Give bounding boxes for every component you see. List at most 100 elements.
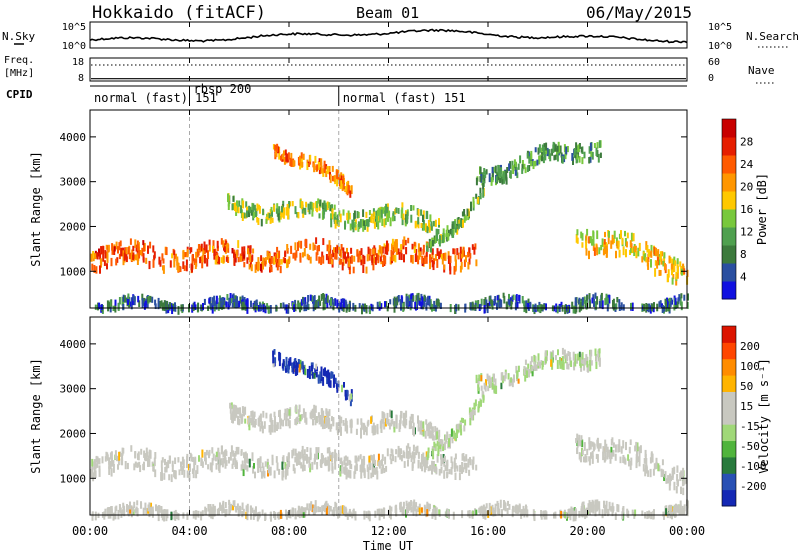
scatter-cell: [510, 377, 513, 383]
scatter-cell: [453, 457, 456, 467]
scatter-cell: [378, 215, 381, 223]
scatter-cell: [279, 509, 282, 519]
scatter-cell: [380, 508, 383, 517]
scatter-cell: [625, 249, 627, 258]
power-scatter: [90, 110, 689, 315]
scatter-cell: [523, 511, 526, 518]
scatter-cell: [241, 246, 244, 255]
scatter-cell: [475, 259, 478, 267]
scatter-cell: [586, 364, 589, 372]
scatter-cell: [402, 501, 405, 509]
scatter-cell: [329, 245, 332, 254]
scatter-cell: [234, 253, 237, 263]
scatter-cell: [456, 465, 459, 472]
scatter-cell: [612, 449, 615, 457]
scatter-cell: [148, 508, 151, 518]
scatter-cell: [287, 418, 290, 427]
scatter-cell: [514, 169, 517, 176]
colorbar-swatch: [722, 137, 736, 156]
scatter-cell: [550, 359, 553, 367]
scatter-cell: [320, 165, 323, 174]
scatter-cell: [417, 425, 420, 432]
scatter-cell: [519, 155, 522, 164]
scatter-cell: [442, 228, 445, 237]
scatter-cell: [257, 261, 260, 271]
scatter-cell: [585, 234, 588, 243]
scatter-cell: [682, 263, 685, 273]
scatter-cell: [366, 219, 368, 227]
scatter-cell: [161, 457, 164, 463]
scatter-cell: [144, 453, 146, 461]
scatter-cell: [318, 295, 321, 302]
scatter-cell: [477, 378, 480, 385]
scatter-cell: [191, 468, 194, 475]
scatter-cell: [446, 233, 449, 242]
scatter-cell: [291, 366, 294, 373]
scatter-cell: [389, 409, 392, 418]
scatter-cell: [385, 418, 388, 425]
scatter-cell: [591, 504, 594, 513]
scatter-cell: [589, 360, 592, 366]
scatter-cell: [166, 300, 169, 307]
scatter-cell: [325, 409, 328, 417]
scatter-cell: [357, 211, 360, 218]
scatter-cell: [680, 293, 683, 299]
scatter-cell: [372, 470, 375, 478]
scatter-cell: [235, 462, 237, 470]
scatter-cell: [450, 467, 453, 475]
scatter-cell: [650, 244, 653, 253]
scatter-cell: [276, 143, 279, 153]
scatter-cell: [426, 501, 429, 508]
cpid-label: CPID: [6, 88, 33, 101]
scatter-cell: [111, 246, 114, 255]
scatter-cell: [676, 301, 679, 309]
scatter-cell: [497, 503, 500, 510]
scatter-cell: [479, 166, 482, 174]
scatter-cell: [496, 295, 499, 301]
scatter-cell: [246, 453, 248, 462]
scatter-cell: [453, 466, 456, 472]
scatter-cell: [580, 435, 583, 441]
scatter-cell: [222, 255, 225, 263]
scatter-cell: [328, 462, 331, 470]
scatter-cell: [301, 509, 303, 518]
scatter-cell: [286, 364, 289, 373]
scatter-cell: [494, 378, 497, 386]
scatter-cell: [210, 303, 213, 311]
scatter-cell: [421, 296, 424, 306]
scatter-cell: [160, 506, 163, 514]
scatter-cell: [336, 246, 339, 254]
scatter-cell: [575, 142, 578, 151]
scatter-cell: [197, 249, 200, 256]
scatter-cell: [457, 252, 460, 260]
scatter-cell: [444, 511, 447, 517]
scatter-cell: [229, 452, 232, 461]
scatter-cell: [504, 504, 507, 512]
scatter-cell: [572, 512, 575, 522]
scatter-cell: [417, 209, 420, 217]
scatter-cell: [173, 255, 176, 262]
scatter-cell: [508, 504, 511, 510]
scatter-cell: [531, 366, 534, 372]
scatter-cell: [278, 468, 281, 475]
scatter-cell: [465, 255, 467, 263]
scatter-cell: [296, 368, 299, 376]
scatter-cell: [479, 187, 482, 196]
scatter-cell: [368, 512, 371, 522]
scatter-cell: [182, 466, 185, 472]
scatter-cell: [488, 297, 491, 306]
scatter-cell: [110, 257, 113, 267]
scatter-cell: [334, 460, 337, 470]
scatter-cell: [654, 260, 657, 266]
scatter-cell: [388, 210, 391, 219]
scatter-cell: [155, 504, 157, 512]
scatter-cell: [273, 470, 276, 479]
scatter-cell: [204, 452, 206, 461]
scatter-cell: [284, 258, 286, 264]
scatter-cell: [526, 371, 528, 378]
colorbar-swatch: [722, 155, 736, 174]
scatter-cell: [521, 168, 524, 174]
scatter-cell: [237, 407, 239, 414]
scatter-cell: [326, 447, 329, 454]
colorbar-swatch: [722, 326, 736, 343]
